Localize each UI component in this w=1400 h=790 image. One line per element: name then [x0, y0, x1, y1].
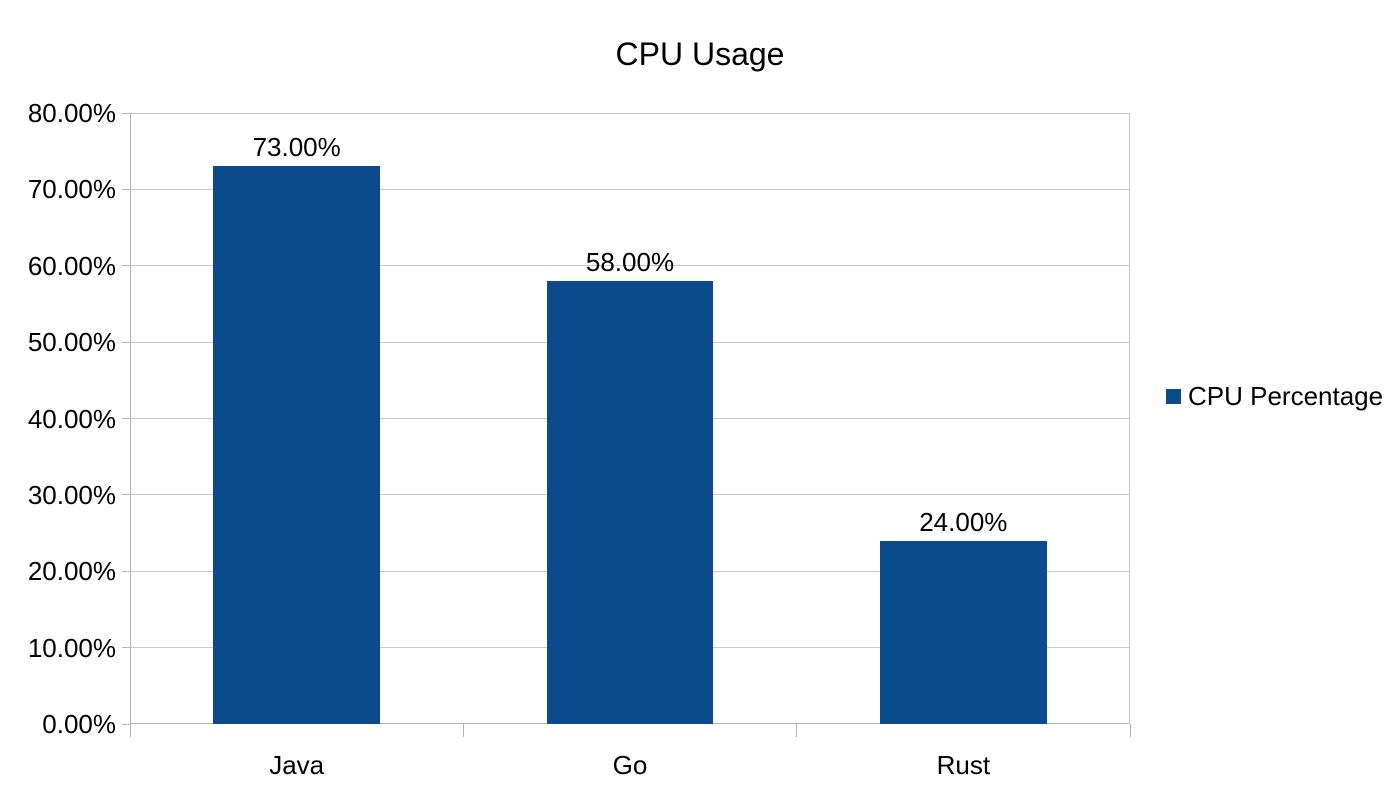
- y-axis-tick-label: 20.00%: [27, 556, 116, 587]
- legend: CPU Percentage: [1166, 381, 1383, 411]
- y-axis-tick-label: 10.00%: [27, 632, 116, 663]
- x-axis-category-label: Rust: [936, 750, 991, 780]
- y-axis-tick-label: 50.00%: [27, 327, 116, 358]
- plot-area: 73.00% 58.00% 24.00%: [122, 112, 1131, 737]
- y-axis-tick-label: 80.00%: [27, 98, 116, 128]
- y-axis-tick-label: 40.00%: [27, 403, 116, 434]
- bar-value-label: 24.00%: [919, 506, 1008, 537]
- y-axis-tick: [122, 418, 130, 419]
- y-axis-tick: [122, 647, 130, 649]
- x-axis-category-label: Java: [269, 750, 325, 780]
- y-axis-tick: [122, 112, 130, 114]
- x-axis-labels: Java Go Rust: [130, 750, 1130, 780]
- y-axis-tick-label: 0.00%: [42, 709, 116, 739]
- bar-value-label: 73.00%: [252, 132, 341, 163]
- gridline: [130, 265, 1130, 267]
- y-axis-tick-label: 70.00%: [27, 174, 116, 205]
- legend-color-swatch: [1166, 388, 1181, 404]
- chart-title: CPU Usage: [615, 36, 785, 72]
- y-axis-labels: 0.00% 10.00% 20.00% 30.00% 40.00% 50.00% 60.00…: [16, 98, 116, 739]
- y-axis-tick: [122, 188, 130, 190]
- x-axis-tick: [129, 724, 131, 737]
- gridline: [130, 112, 1130, 114]
- x-axis-category-label: Go: [612, 750, 648, 780]
- bar-go: [546, 281, 714, 724]
- gridline: [130, 188, 1130, 190]
- x-axis-tick: [462, 724, 464, 737]
- y-axis-tick: [122, 570, 130, 572]
- y-axis-tick: [122, 341, 130, 343]
- bar-java: [213, 166, 380, 724]
- x-axis-tick: [796, 724, 798, 737]
- bar-rust: [880, 540, 1047, 724]
- y-axis-tick: [122, 723, 130, 725]
- y-axis-tick-label: 30.00%: [27, 479, 116, 510]
- x-axis-tick: [1129, 724, 1131, 737]
- y-axis-tick: [122, 494, 130, 496]
- legend-label: CPU Percentage: [1188, 381, 1384, 411]
- y-axis-tick: [122, 265, 130, 267]
- y-axis-tick-label: 60.00%: [27, 250, 116, 281]
- bar-value-label: 58.00%: [585, 247, 675, 278]
